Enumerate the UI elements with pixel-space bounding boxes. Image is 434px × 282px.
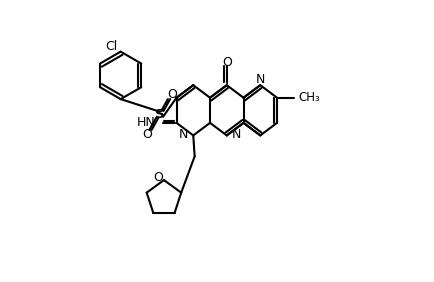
Text: O: O: [153, 171, 163, 184]
Text: O: O: [222, 56, 232, 69]
Text: CH₃: CH₃: [299, 91, 321, 104]
Text: N: N: [179, 128, 188, 141]
Text: N: N: [232, 128, 241, 141]
Text: Cl: Cl: [105, 39, 118, 52]
Text: S: S: [155, 108, 164, 121]
Text: O: O: [142, 128, 152, 141]
Text: HN: HN: [137, 116, 155, 129]
Text: N: N: [256, 72, 265, 85]
Text: O: O: [167, 88, 177, 101]
